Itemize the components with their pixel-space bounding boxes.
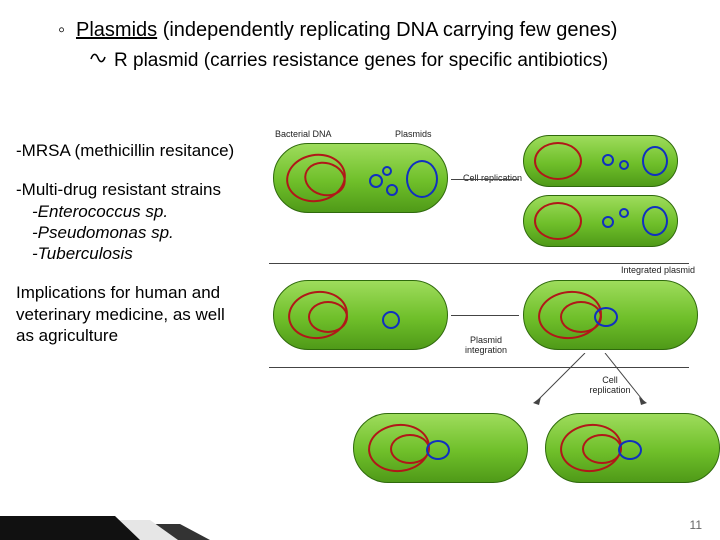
left-text-column: -MRSA (methicillin resitance) -Multi-dru… [16, 140, 236, 364]
label-plasmids: Plasmids [395, 129, 432, 139]
mrsa-line: -MRSA (methicillin resitance) [16, 140, 236, 161]
plasmid-small-3 [382, 166, 392, 176]
bullet-l1-rest: (independently replicating DNA carrying … [157, 19, 617, 41]
pseudomonas-line: -Pseudomonas sp. [32, 222, 236, 243]
plasmid-b2 [619, 208, 629, 218]
cell-top-right-a [523, 135, 678, 187]
enterococcus-line: -Enterococcus sp. [32, 201, 236, 222]
page-number: 11 [690, 518, 702, 532]
arrow-row1 [451, 179, 519, 180]
cell-top-right-b [523, 195, 678, 247]
dna-coil-a [534, 142, 582, 180]
tuberculosis-line: -Tuberculosis [32, 243, 236, 264]
label-plasmid-integration: Plasmid integration [451, 335, 521, 355]
plasmid-br-integ [618, 440, 642, 460]
dna-bl-coil2 [390, 434, 430, 464]
bullet-mark-l1: ◦ [58, 18, 76, 43]
cell-bottom-left [353, 413, 528, 483]
integrated-plasmid-loop [594, 307, 618, 327]
plasmid-a2 [619, 160, 629, 170]
bullet-l1-text: Plasmids (independently replicating DNA … [76, 18, 617, 43]
plasmid-small-1 [369, 174, 383, 188]
bullet-level-1: ◦ Plasmids (independently replicating DN… [58, 18, 690, 43]
label-integrated: Integrated plasmid [621, 265, 695, 275]
plasmid-a-large [642, 146, 668, 176]
cell-mid-right [523, 280, 698, 350]
implications-text: Implications for human and veterinary me… [16, 282, 236, 346]
cell-bottom-right [545, 413, 720, 483]
plasmid-b-large [642, 206, 668, 236]
multidrug-head: -Multi-drug resistant strains [16, 179, 236, 200]
multidrug-block: -Multi-drug resistant strains -Enterococ… [16, 179, 236, 264]
dna-mid-coil2 [308, 301, 348, 333]
arrows-down-icon [515, 353, 655, 413]
plasmid-small-2 [386, 184, 398, 196]
plasmids-term: Plasmids [76, 19, 157, 41]
cell-top-left [273, 143, 448, 213]
dna-coil-b [534, 202, 582, 240]
bullet-l2-text: R plasmid (carries resistance genes for … [114, 49, 608, 73]
bullet-level-2: R plasmid (carries resistance genes for … [90, 49, 690, 73]
arrow-row2 [451, 315, 519, 316]
plasmid-mid-1 [382, 311, 400, 329]
cell-mid-left [273, 280, 448, 350]
bullet-mark-l2 [90, 49, 114, 73]
plasmid-a1 [602, 154, 614, 166]
footer-accent-icon [0, 514, 260, 540]
plasmid-diagram: Bacterial DNA Plasmids Cell replication … [265, 135, 705, 515]
plasmid-b1 [602, 216, 614, 228]
label-cell-replication-1: Cell replication [463, 173, 522, 183]
separator-1 [269, 263, 689, 264]
plasmid-large-1 [406, 160, 438, 198]
dna-br-coil2 [582, 434, 622, 464]
label-bacterial-dna: Bacterial DNA [275, 129, 332, 139]
plasmid-bl-integ [426, 440, 450, 460]
squiggle-icon [90, 51, 106, 65]
